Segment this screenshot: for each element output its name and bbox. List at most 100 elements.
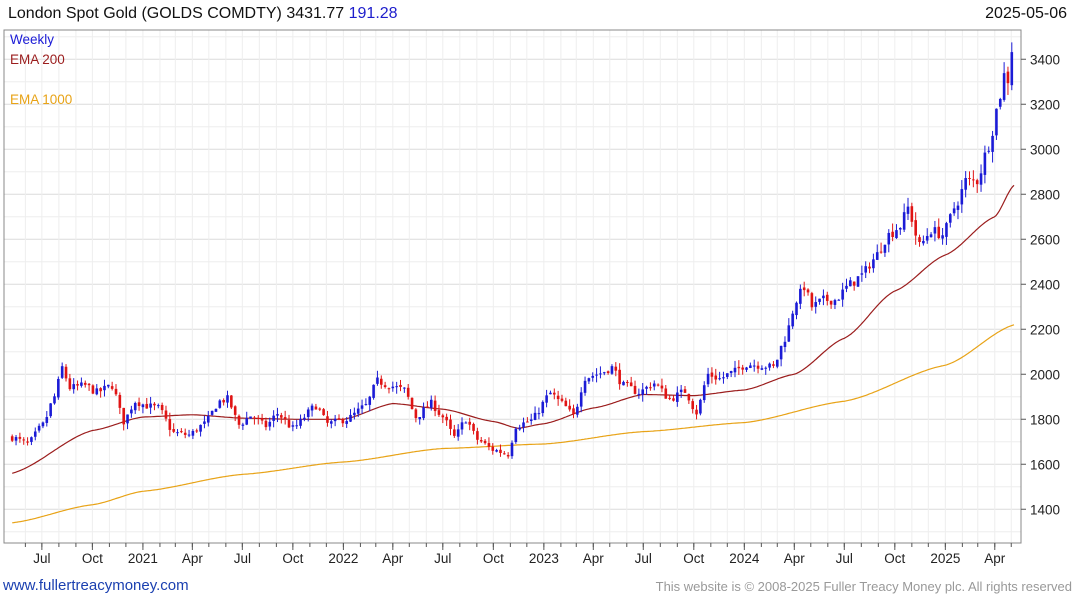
candle-body [1006,71,1010,84]
candle [883,244,887,257]
candle [752,359,756,372]
candle-body [695,409,698,415]
candle-body [10,436,14,441]
candle [130,405,133,418]
candle [972,170,975,188]
candle-body [126,414,129,424]
candle-body [856,276,860,287]
candle-body [937,226,941,239]
candle [433,395,437,417]
y-tick-label: 1400 [1030,502,1060,517]
candle [737,360,741,375]
candle [456,424,460,441]
candle [145,397,149,409]
candle-body [422,407,425,419]
candle-body [110,386,114,389]
candle [314,403,318,410]
candle-body [614,366,618,371]
candle-body [745,367,748,370]
x-tick-label: Oct [683,551,704,566]
candle [560,394,564,403]
candle [845,278,848,293]
candle-body [879,251,883,253]
candle [860,265,864,282]
candle-body [687,393,691,401]
x-tick-label: Apr [583,551,605,566]
candle-body [468,421,472,425]
candle [756,361,760,374]
candle-body [260,418,264,421]
x-tick-label: Apr [182,551,204,566]
candle [718,371,721,381]
candle [110,381,114,391]
candle [295,419,299,430]
candle [310,403,314,417]
candle [864,261,868,279]
candle [833,298,837,310]
candle [172,423,175,434]
candle [606,370,610,375]
candle [103,379,106,397]
candle-body [226,395,229,403]
candle [126,414,129,430]
candle [829,300,833,309]
candle-body [668,397,671,399]
candle-body [806,289,810,293]
candle-body [160,404,164,411]
candle-body [145,403,149,409]
candle [787,318,791,343]
candle-body [787,325,791,342]
candle [57,376,60,400]
candle-body [529,419,533,422]
candle-body [510,442,514,457]
candle-body [456,429,460,437]
candle [87,383,91,391]
candle-body [595,374,598,376]
candle [710,367,714,384]
candle [802,281,806,297]
candle-body [956,205,960,210]
candle-body [195,430,199,432]
candle [14,435,18,446]
candle-body [503,453,506,455]
candle-body [176,432,179,434]
candle [99,387,102,398]
candle-body [710,372,714,377]
candle-body [579,392,583,407]
candle [549,390,552,395]
candle [537,407,541,420]
site-link[interactable]: www.fullertreacymoney.com [3,577,189,594]
candle-body [599,373,602,375]
candle-body [933,227,937,234]
candle [849,277,852,287]
candle-body [280,415,283,418]
candle-body [426,406,429,408]
candle-body [576,406,579,415]
candle-body [453,429,456,436]
candle [406,383,410,400]
candle [622,380,625,386]
candle-body [814,302,818,307]
candle [418,416,422,425]
candle [583,376,587,396]
candle [249,416,252,419]
candle-body [460,422,464,430]
candle-body [899,227,902,230]
y-tick-label: 2800 [1030,187,1060,202]
candle [460,417,464,435]
candle [410,397,414,410]
candle [991,130,994,163]
candle-body [564,400,568,407]
candle-body [156,405,160,407]
candle-body [968,177,971,179]
candle [641,382,645,402]
candle [291,421,295,432]
candle-body [291,425,295,427]
candle-body [626,381,629,384]
candle [649,382,652,391]
candle [960,180,964,213]
candle-body [948,214,952,223]
candle-body [187,434,191,436]
candle [579,387,583,413]
candle [222,398,225,406]
